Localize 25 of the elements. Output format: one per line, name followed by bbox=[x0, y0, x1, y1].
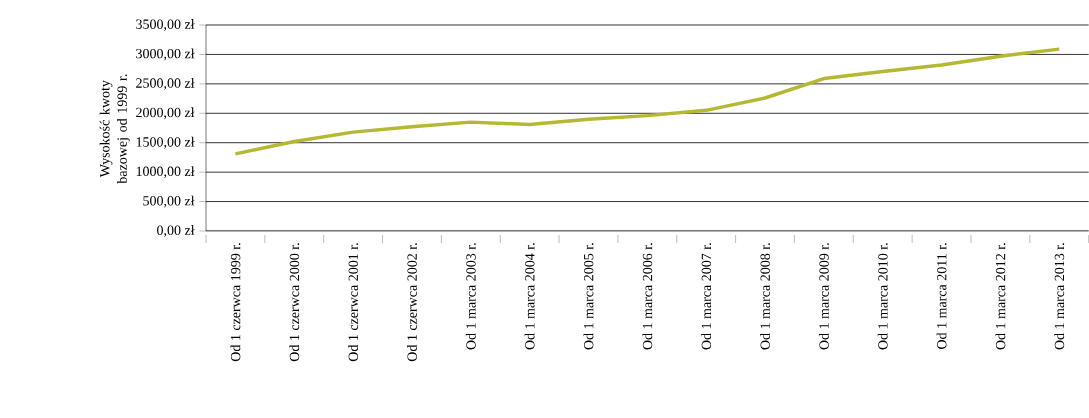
x-tick-label: Od 1 marca 2006 r. bbox=[642, 243, 653, 350]
x-tick-label: Od 1 marca 2005 r. bbox=[583, 243, 594, 350]
y-tick-label: 500,00 zł bbox=[143, 195, 195, 208]
x-tick-label: Od 1 marca 2003 r. bbox=[465, 243, 476, 350]
y-tick-label: 2000,00 zł bbox=[136, 107, 195, 120]
y-tick-label: 3000,00 zł bbox=[136, 48, 195, 61]
x-tick-label: Od 1 czerwca 2001 r. bbox=[348, 243, 359, 362]
x-tick-label: Od 1 czerwca 2000 r. bbox=[289, 243, 300, 362]
x-tick-label: Od 1 czerwca 2002 r. bbox=[407, 243, 417, 362]
y-tick-label: 3500,00 zł bbox=[136, 19, 195, 31]
x-tick-label: Od 1 marca 2008 r. bbox=[760, 243, 770, 350]
y-tick-label: 2500,00 zł bbox=[136, 77, 195, 90]
line-series bbox=[233, 47, 1061, 156]
x-tick-label: Od 1 marca 2011 r. bbox=[936, 243, 947, 349]
x-tick-label: Od 1 czerwca 1999 r. bbox=[230, 243, 241, 362]
y-axis-title: Wysokość kwoty bazowej od 1999 r. bbox=[99, 74, 130, 184]
x-tick-label: Od 1 marca 2007 r. bbox=[701, 243, 712, 350]
y-tick-label: 1000,00 zł bbox=[136, 166, 195, 179]
x-tick-label: Od 1 marca 2013 r. bbox=[1054, 243, 1065, 350]
x-tick-label: Od 1 marca 2009 r. bbox=[818, 243, 829, 350]
x-tick-label: Od 1 marca 2004 r. bbox=[524, 243, 535, 350]
y-tick-label: 1500,00 zł bbox=[136, 136, 195, 149]
x-tick-label: Od 1 marca 2012 r. bbox=[995, 243, 1006, 350]
x-tick-label: Od 1 marca 2010 r. bbox=[877, 243, 888, 350]
y-tick-label: 0,00 zł bbox=[157, 225, 195, 237]
